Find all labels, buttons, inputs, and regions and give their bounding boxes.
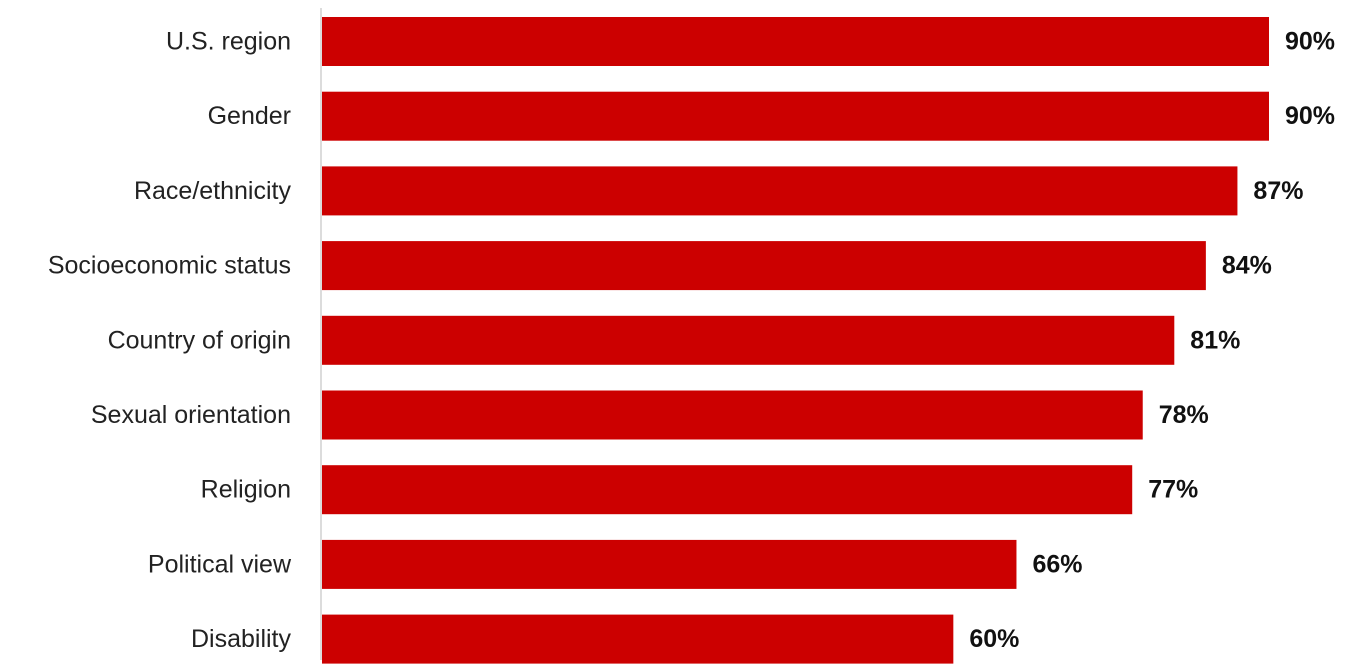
value-label: 66% xyxy=(1032,550,1082,578)
value-label: 90% xyxy=(1285,28,1335,56)
category-label: Sexual orientation xyxy=(91,401,291,429)
category-label: Race/ethnicity xyxy=(134,177,292,205)
bar-5 xyxy=(322,390,1143,440)
bar-6 xyxy=(322,465,1133,515)
bar-2 xyxy=(322,166,1238,216)
value-label: 87% xyxy=(1253,177,1303,205)
value-label: 90% xyxy=(1285,102,1335,130)
category-label: Country of origin xyxy=(108,326,291,354)
value-labels-group: 90% 90% 87% 84% 81% 78% 77% 66% 60% xyxy=(969,28,1335,654)
bar-0 xyxy=(322,17,1269,66)
value-label: 77% xyxy=(1148,476,1198,504)
value-label: 81% xyxy=(1190,326,1240,354)
category-labels-group: U.S. region Gender Race/ethnicity Socioecon… xyxy=(48,28,292,654)
value-label: 60% xyxy=(969,625,1019,653)
bar-4 xyxy=(322,315,1175,365)
category-label: Political view xyxy=(148,550,292,578)
category-label: Gender xyxy=(208,102,291,130)
bars-group xyxy=(322,17,1269,664)
value-label: 78% xyxy=(1159,401,1209,429)
category-label: Socioeconomic status xyxy=(48,252,291,280)
category-label: U.S. region xyxy=(166,28,291,56)
bar-1 xyxy=(322,91,1269,141)
bar-3 xyxy=(322,241,1206,291)
category-label: Religion xyxy=(201,476,291,504)
bar-7 xyxy=(322,539,1017,589)
value-label: 84% xyxy=(1222,252,1272,280)
bar-8 xyxy=(322,614,954,664)
category-label: Disability xyxy=(191,625,292,653)
